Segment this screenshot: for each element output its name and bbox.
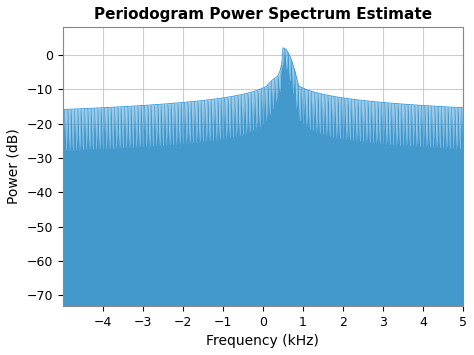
Y-axis label: Power (dB): Power (dB) — [7, 129, 21, 204]
X-axis label: Frequency (kHz): Frequency (kHz) — [207, 334, 319, 348]
Title: Periodogram Power Spectrum Estimate: Periodogram Power Spectrum Estimate — [94, 7, 432, 22]
